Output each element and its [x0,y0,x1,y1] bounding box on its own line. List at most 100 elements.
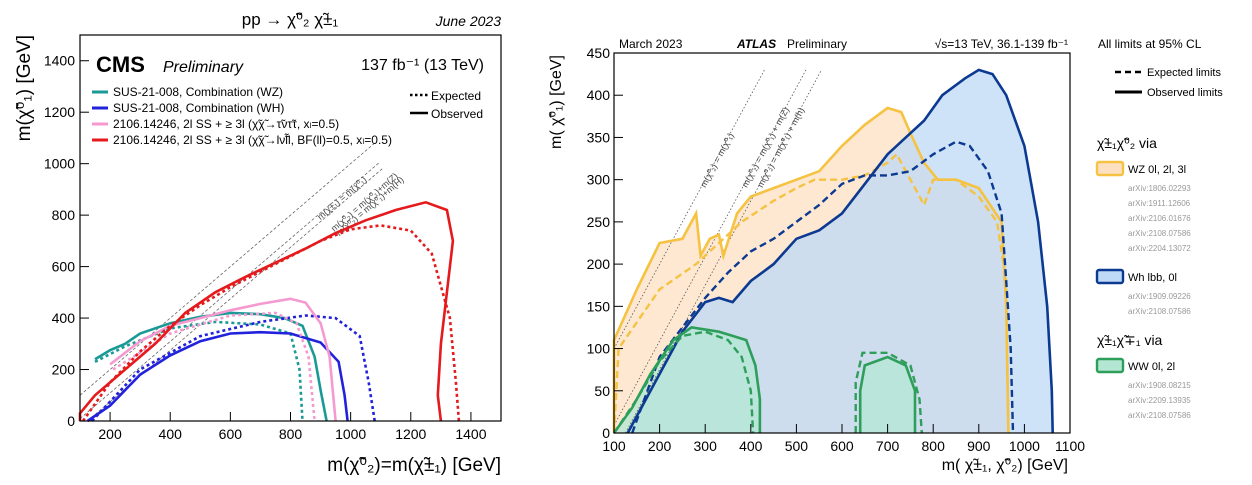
atlas-xlabel: m( χ̃±₁, χ̃⁰₂) [GeV] [942,457,1068,474]
atlas-y-tick-label: 350 [587,129,611,145]
cms-y-tick-label: 200 [52,362,76,378]
atlas-legend-swatch [1095,160,1125,177]
atlas-legend: All limits at 95% CL Expected limits Obse… [1095,37,1223,420]
cms-y-tick-label: 1000 [44,156,75,172]
atlas-legend-ref: arXiv:1806.02293 [1128,184,1191,193]
cms-expected-line [91,314,376,422]
cms-title: pp → χ̃⁰₂ χ̃±₁ [242,10,339,29]
atlas-panel: m(χ̃⁰₂) = m(χ̃⁰₁) m(χ̃⁰₂) = m(χ̃⁰₁) + m(Z… [548,37,1223,474]
atlas-y-tick-label: 100 [587,341,611,357]
cms-series-group [78,200,461,423]
atlas-x-tick-label: 500 [785,438,809,454]
atlas-legend-ref: arXiv:1909.09226 [1128,292,1191,301]
cms-date: June 2023 [435,13,502,29]
atlas-legend-ref: arXiv:2209.13935 [1128,396,1191,405]
atlas-excluded-region [860,357,915,433]
atlas-x-tick-label: 900 [967,438,991,454]
cms-x-tick-label: 800 [279,426,303,442]
atlas-ylabel: m( χ̃⁰₁) [GeV] [548,55,565,149]
cms-x-tick-label: 1000 [335,426,366,442]
atlas-x-tick-label: 1000 [1009,438,1040,454]
cms-x-tick-label: 200 [98,426,122,442]
cms-legend-label: SUS-21-008, Combination (WH) [113,101,284,115]
atlas-legend-expected-label: Expected limits [1147,67,1221,79]
cms-y-tick-label: 1200 [44,104,75,120]
atlas-legend-label: WZ 0l, 2l, 3l [1128,164,1186,176]
atlas-expected-line [631,140,1015,434]
cms-diagonals: m(χ̃±₁) = m(χ̃⁰₁)m(χ̃⁰₂) = m(χ̃⁰₁)+m(Z)m… [79,142,406,422]
atlas-diagonal-line [613,69,807,426]
cms-observed-line [78,200,455,422]
atlas-observed-line [626,68,1054,434]
cms-lumi: 137 fb⁻¹ (13 TeV) [361,57,484,74]
atlas-expected-line [854,351,923,434]
atlas-y-tick-label: 0 [602,425,610,441]
atlas-legend-group-heading: χ̃±₁χ̃⁰₂ via [1097,135,1157,151]
cms-y-tick-label: 1400 [44,53,75,69]
atlas-x-tick-label: 400 [739,438,763,454]
cms-x-tick-label: 600 [219,426,243,442]
atlas-diagonal-label: m(χ̃⁰₂) = m(χ̃⁰₁) [698,131,736,189]
cms-diagonal-line [79,161,381,419]
cms-observed-line [86,330,349,423]
atlas-legend-ref: arXiv:2108.07586 [1128,229,1191,238]
cms-legend-label: 2106.14246, 2l SS + ≥ 3l (χ̃χ̃→τ̃ντ̃τ, x… [113,117,339,131]
cms-observed-line [94,311,328,422]
atlas-x-tick-label: 600 [830,438,854,454]
atlas-y-tick-label: 50 [594,383,610,399]
cms-y-tick-label: 600 [52,259,76,275]
cms-y-tick-label: 0 [67,413,75,429]
atlas-expected-line [612,152,1010,434]
cms-status: Preliminary [163,59,244,76]
atlas-legend-swatch [1095,268,1125,285]
atlas-legend-ref: arXiv:2108.07586 [1128,411,1191,420]
cms-xlabel: m(χ̃⁰₂)=m(χ̃±₁) [GeV] [327,455,501,476]
atlas-y-tick-label: 400 [587,87,611,103]
cms-expected-line [94,320,304,422]
cms-panel: pp → χ̃⁰₂ χ̃±₁ June 2023 m(χ̃±₁) = m(χ̃⁰… [14,10,502,476]
atlas-y-tick-label: 200 [587,256,611,272]
cms-axis-ticks: 200 400 600 800 1000 1200 1400 0 200 400 600 800 100… [44,53,487,442]
atlas-legend-observed-label: Observed limits [1147,87,1223,99]
atlas-legend-swatch [1095,357,1125,374]
cms-experiment: CMS [96,52,145,77]
cms-ylabel: m(χ̃⁰₁) [GeV] [14,35,35,141]
atlas-legend-ref: arXiv:2106.01676 [1128,214,1191,223]
atlas-x-tick-label: 200 [648,438,672,454]
cms-x-tick-label: 1400 [455,426,486,442]
atlas-x-tick-label: 100 [602,438,626,454]
cms-legend: SUS-21-008, Combination (WZ) SUS-21-008, … [92,85,483,147]
atlas-legend-ref: arXiv:1911.12606 [1128,199,1191,208]
atlas-legend-ref: arXiv:1908.08215 [1128,381,1191,390]
atlas-contours [612,68,1054,434]
atlas-legend-group-heading: χ̃±₁χ̃∓₁ via [1097,332,1163,348]
atlas-fills [614,69,1053,434]
atlas-status: Preliminary [787,37,847,51]
atlas-cl-note: All limits at 95% CL [1098,37,1202,51]
atlas-experiment: ATLAS [736,37,776,51]
atlas-x-tick-label: 800 [922,438,946,454]
atlas-axis-ticks: 100 200 300 400 500 600 700 800 900 1000 1100 0 50 10… [587,45,1086,454]
cms-legend-label: SUS-21-008, Combination (WZ) [113,85,283,99]
atlas-y-tick-label: 300 [587,172,611,188]
atlas-observed-line [612,106,1010,434]
atlas-x-tick-label: 700 [876,438,900,454]
atlas-date: March 2023 [619,37,683,51]
cms-legend-label: 2106.14246, 2l SS + ≥ 3l (χ̃χ̃→lν̃l̃l, B… [113,132,392,147]
atlas-x-tick-label: 300 [694,438,718,454]
cms-expected-line [81,224,461,422]
atlas-x-tick-label: 1100 [1055,438,1085,454]
atlas-y-tick-label: 150 [587,298,611,314]
atlas-excluded-region [614,327,760,433]
cms-y-tick-label: 400 [52,310,76,326]
atlas-legend-ref: arXiv:2204.13072 [1128,244,1191,253]
atlas-energy: √s=13 TeV, 36.1-139 fb⁻¹ [935,37,1068,51]
atlas-legend-label: WW 0l, 2l [1128,361,1175,373]
atlas-observed-line [612,326,762,434]
atlas-y-tick-label: 450 [587,45,611,61]
cms-legend-observed-label: Observed [431,107,483,121]
atlas-diagonal-line [625,69,822,434]
atlas-diagonal-line [613,69,765,349]
atlas-y-tick-label: 250 [587,214,611,230]
